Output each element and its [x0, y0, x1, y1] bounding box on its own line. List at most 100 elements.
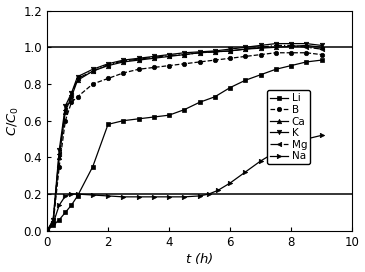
Mg [289, 44, 293, 47]
K [243, 46, 247, 49]
K [151, 55, 156, 58]
Na [75, 193, 80, 196]
Ca [69, 95, 74, 98]
Mg [63, 108, 68, 111]
Mg [106, 63, 110, 66]
Li [75, 194, 80, 197]
Ca [121, 60, 126, 64]
Ca [75, 79, 80, 82]
K [167, 53, 171, 56]
Na [121, 195, 126, 199]
Na [258, 159, 263, 163]
K [69, 91, 74, 95]
Line: Li: Li [45, 58, 324, 233]
Na [216, 189, 220, 192]
Na [182, 195, 187, 199]
Mg [137, 58, 141, 61]
Ca [51, 220, 55, 223]
K [182, 51, 187, 54]
Li [228, 86, 232, 89]
B [45, 229, 49, 233]
Li [91, 165, 95, 168]
B [182, 62, 187, 65]
Li [304, 60, 308, 64]
Na [57, 203, 61, 207]
K [258, 44, 263, 47]
Na [319, 134, 324, 137]
Na [207, 193, 211, 196]
Na [106, 194, 110, 197]
Na [167, 195, 171, 199]
Li [182, 108, 187, 111]
B [274, 51, 278, 54]
Ca [319, 46, 324, 49]
Ca [289, 45, 293, 48]
B [51, 222, 55, 225]
Line: Na: Na [45, 133, 324, 233]
Line: B: B [45, 51, 324, 233]
Mg [258, 46, 263, 49]
B [167, 64, 171, 67]
Na [243, 171, 247, 174]
Na [228, 181, 232, 185]
Ca [151, 57, 156, 60]
Na [45, 229, 49, 233]
Mg [57, 152, 61, 155]
Na [289, 143, 293, 146]
Na [69, 193, 74, 196]
B [121, 71, 126, 75]
K [63, 104, 68, 108]
Na [91, 193, 95, 197]
Li [274, 68, 278, 71]
K [45, 229, 49, 233]
Mg [274, 44, 278, 47]
Legend: Li, B, Ca, K, Mg, Na: Li, B, Ca, K, Mg, Na [266, 90, 310, 164]
B [106, 77, 110, 80]
Li [69, 203, 74, 207]
K [228, 48, 232, 51]
K [319, 44, 324, 47]
Ca [91, 69, 95, 73]
Ca [57, 156, 61, 159]
Li [167, 113, 171, 117]
X-axis label: $t$ (h): $t$ (h) [185, 251, 214, 267]
K [137, 57, 141, 60]
Na [63, 194, 68, 197]
Ca [228, 49, 232, 52]
Li [212, 95, 217, 98]
Ca [182, 53, 187, 56]
B [243, 55, 247, 58]
Mg [69, 93, 74, 97]
Mg [319, 48, 324, 51]
Li [57, 218, 61, 221]
Li [243, 79, 247, 82]
K [75, 75, 80, 78]
B [212, 58, 217, 62]
B [137, 68, 141, 71]
Li [137, 117, 141, 120]
Na [151, 195, 156, 199]
Li [258, 73, 263, 76]
Mg [182, 53, 187, 56]
K [121, 58, 126, 62]
Ca [197, 51, 202, 54]
K [197, 50, 202, 54]
B [75, 95, 80, 98]
Li [106, 123, 110, 126]
K [289, 42, 293, 45]
Na [274, 150, 278, 153]
B [289, 51, 293, 54]
Ca [243, 48, 247, 51]
Ca [137, 58, 141, 62]
B [57, 165, 61, 168]
Ca [258, 47, 263, 50]
K [274, 42, 278, 45]
Line: Mg: Mg [45, 43, 324, 233]
Na [137, 195, 141, 199]
Mg [167, 54, 171, 57]
Ca [212, 50, 217, 54]
B [91, 82, 95, 86]
K [106, 62, 110, 65]
Ca [63, 110, 68, 113]
Na [51, 222, 55, 225]
